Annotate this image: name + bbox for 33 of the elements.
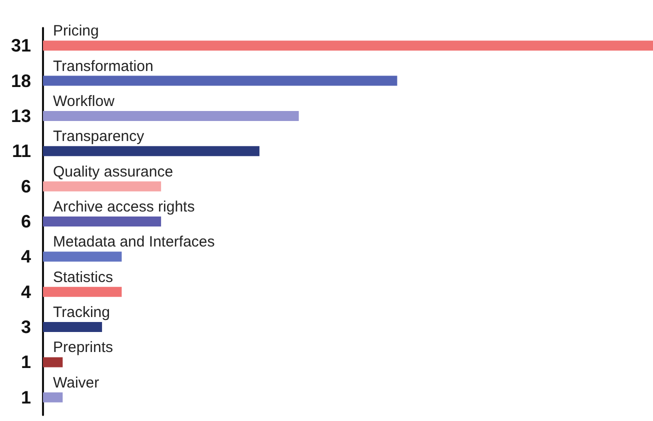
data-label: 4 <box>20 282 31 302</box>
y-tick-label: Pricing <box>53 22 99 40</box>
bar <box>43 76 398 86</box>
bar <box>43 110 299 121</box>
y-tick-label: Workflow <box>53 92 115 110</box>
data-label: 4 <box>20 246 31 267</box>
y-tick-label: Transformation <box>53 58 154 75</box>
data-label: 31 <box>10 36 31 56</box>
y-tick-label: Metadata and Interfaces <box>53 234 215 251</box>
bar <box>43 216 162 226</box>
bar <box>43 40 653 51</box>
bar <box>43 286 122 297</box>
bar <box>43 146 260 156</box>
y-tick-label: Tracking <box>53 304 110 322</box>
data-label: 1 <box>20 387 31 408</box>
bar <box>43 357 63 368</box>
y-tick-label: Archive access rights <box>53 198 195 216</box>
data-label: 6 <box>20 212 31 232</box>
data-label: 11 <box>12 141 31 162</box>
bar <box>43 252 122 262</box>
y-tick-label: Waiver <box>53 374 100 392</box>
bar <box>43 181 162 192</box>
data-label: 13 <box>10 106 31 126</box>
y-tick-label: Statistics <box>53 268 114 286</box>
data-label: 3 <box>20 317 31 338</box>
y-tick-label: Preprints <box>53 339 114 356</box>
bar <box>43 392 63 402</box>
data-label: 1 <box>20 352 31 372</box>
y-tick-label: Transparency <box>53 128 145 146</box>
y-tick-label: Quality assurance <box>53 163 174 180</box>
data-label: 18 <box>10 70 31 91</box>
data-label: 6 <box>20 176 31 196</box>
bar <box>43 322 102 332</box>
